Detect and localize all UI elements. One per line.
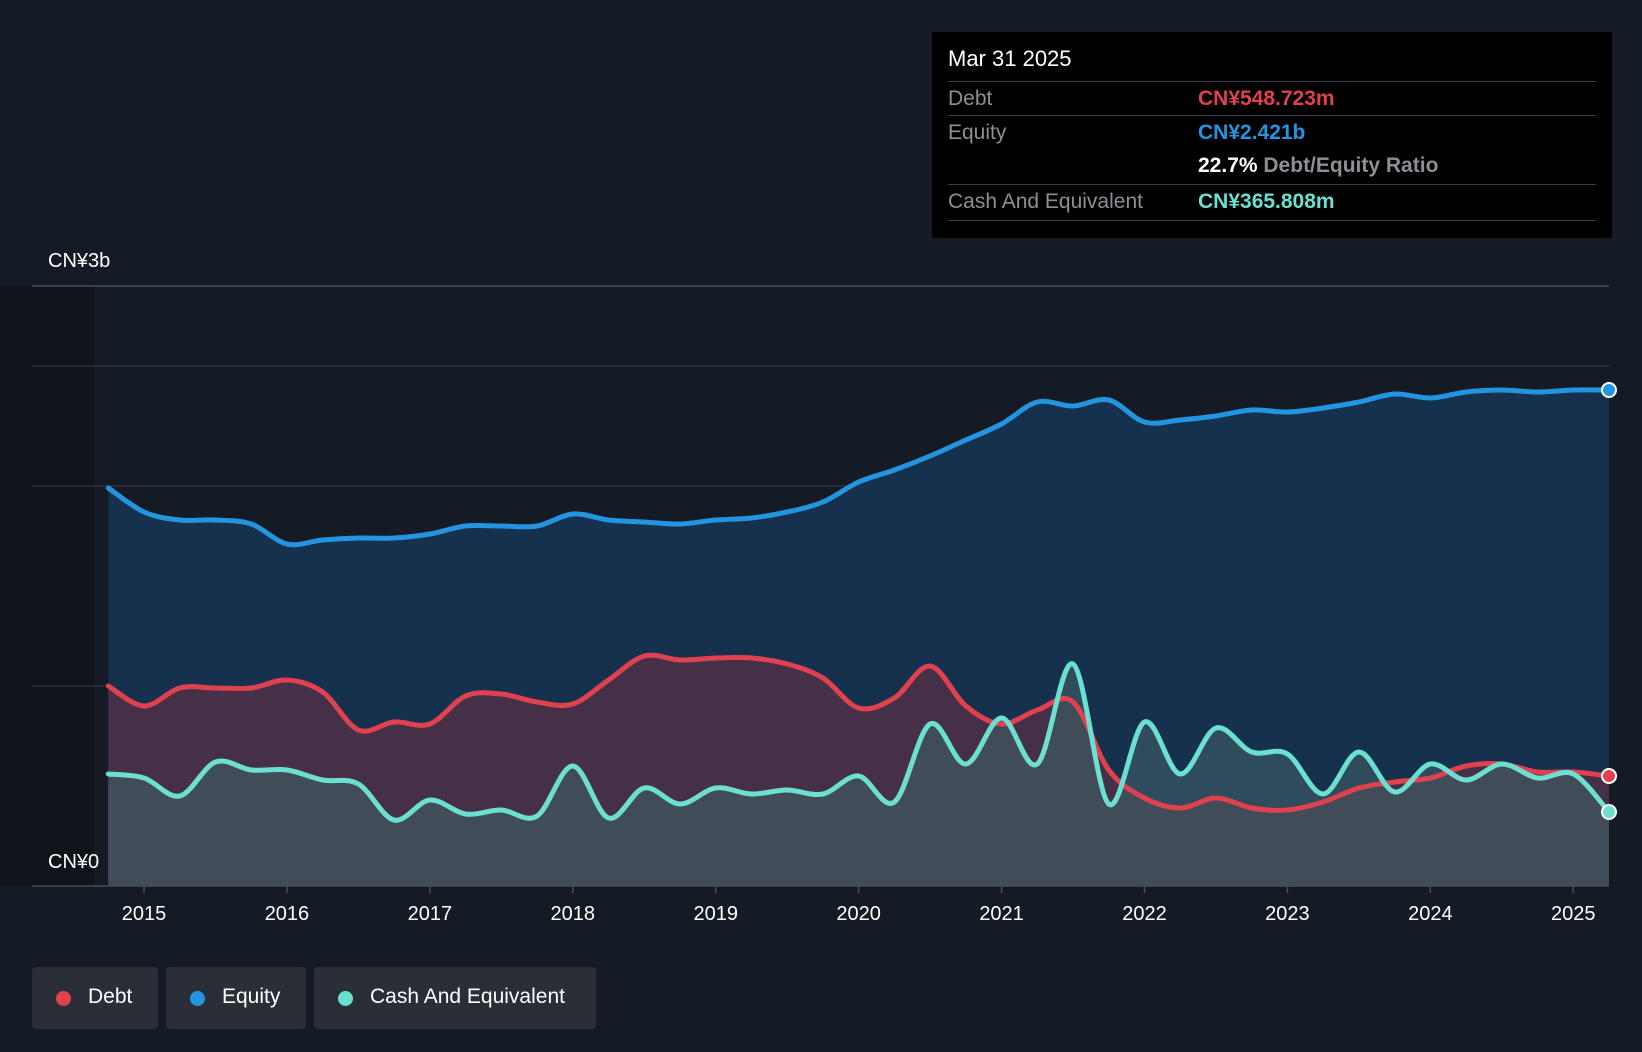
x-tick-label: 2021 bbox=[979, 903, 1024, 925]
legend-item-cash[interactable]: Cash And Equivalent bbox=[314, 967, 596, 1029]
tooltip-equity-label: Equity bbox=[948, 121, 1007, 144]
legend-equity-label: Equity bbox=[222, 985, 281, 1008]
tooltip-ratio-value: 22.7% bbox=[1198, 154, 1258, 177]
tooltip-ratio-row: 22.7% Debt/Equity Ratio bbox=[948, 149, 1596, 183]
x-tick-label: 2022 bbox=[1122, 903, 1167, 925]
legend-item-equity[interactable]: Equity bbox=[166, 967, 306, 1029]
x-tick-label: 2015 bbox=[122, 903, 167, 925]
tooltip-ratio: 22.7% Debt/Equity Ratio bbox=[1198, 154, 1438, 178]
chart-tooltip: Mar 31 2025 Debt CN¥548.723m Equity CN¥2… bbox=[932, 32, 1612, 238]
x-tick-label: 2017 bbox=[408, 903, 453, 925]
x-tick-label: 2019 bbox=[693, 903, 738, 925]
tooltip-equity-value: CN¥2.421b bbox=[1198, 121, 1306, 144]
series-lines bbox=[105, 387, 1612, 823]
series-areas bbox=[108, 389, 1609, 886]
legend-debt-dot-icon bbox=[56, 991, 71, 1006]
tooltip-cash-label: Cash And Equivalent bbox=[948, 190, 1143, 213]
x-tick-label: 2020 bbox=[836, 903, 881, 925]
x-tick-label: 2016 bbox=[265, 903, 310, 925]
tooltip-divider bbox=[948, 220, 1596, 221]
equity-endpoint-marker[interactable] bbox=[1601, 382, 1617, 398]
x-tick-label: 2024 bbox=[1408, 903, 1453, 925]
cash-and-equivalent-line bbox=[105, 661, 1612, 823]
y-axis-bottom-label: CN¥0 bbox=[48, 851, 100, 873]
cash-and-equivalent-area bbox=[108, 663, 1609, 886]
tooltip-cash-row: Cash And Equivalent CN¥365.808m bbox=[948, 184, 1596, 219]
tooltip-debt-label: Debt bbox=[948, 87, 993, 110]
tooltip-date: Mar 31 2025 bbox=[948, 46, 1072, 71]
x-tick-label: 2018 bbox=[551, 903, 596, 925]
legend-debt-label: Debt bbox=[88, 985, 133, 1008]
x-tick-label: 2023 bbox=[1265, 903, 1310, 925]
legend-item-debt[interactable]: Debt bbox=[32, 967, 158, 1029]
legend-cash-dot-icon bbox=[338, 991, 353, 1006]
debt-endpoint-marker[interactable] bbox=[1601, 768, 1617, 784]
tooltip-equity-row: Equity CN¥2.421b bbox=[948, 115, 1596, 150]
legend-equity-dot-icon bbox=[190, 991, 205, 1006]
legend-cash-label: Cash And Equivalent bbox=[370, 985, 565, 1008]
equity-line bbox=[105, 387, 1612, 548]
tooltip-cash-value: CN¥365.808m bbox=[1198, 190, 1335, 213]
x-axis: 2015 2016 2017 2018 2019 2020 2021 2022 2023 2024… bbox=[122, 886, 1596, 925]
tooltip-ratio-label: Debt/Equity Ratio bbox=[1263, 154, 1439, 177]
past-region-shade bbox=[0, 286, 94, 886]
series-endpoints bbox=[1601, 382, 1617, 820]
y-axis-top-label: CN¥3b bbox=[48, 250, 111, 272]
x-tick-label: 2025 bbox=[1551, 903, 1596, 925]
tooltip-debt-value: CN¥548.723m bbox=[1198, 87, 1335, 110]
debt-line bbox=[105, 652, 1612, 813]
cash-and-equivalent-endpoint-marker[interactable] bbox=[1601, 804, 1617, 820]
tooltip-debt-row: Debt CN¥548.723m bbox=[948, 81, 1596, 116]
